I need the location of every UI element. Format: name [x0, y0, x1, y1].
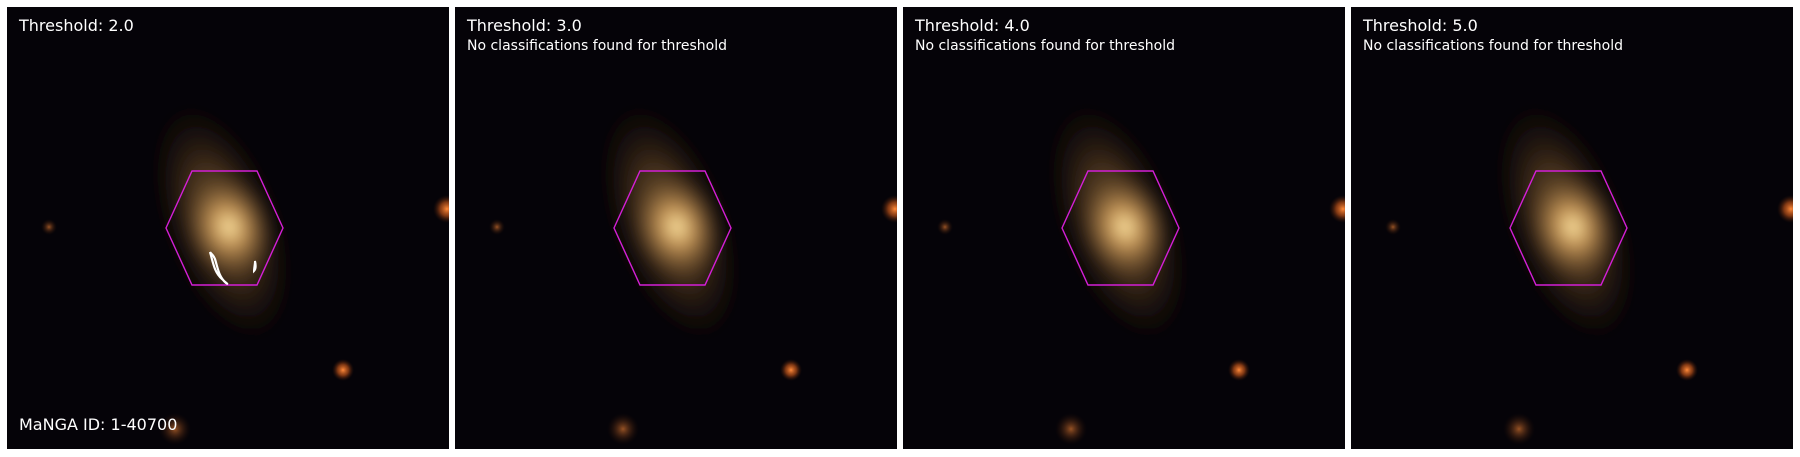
galaxy-image	[489, 98, 897, 445]
panel-threshold-2: Threshold: 2.0 MaNGA ID: 1-40700	[7, 7, 449, 449]
galaxy-image	[937, 98, 1345, 445]
panel-note: No classifications found for threshold	[467, 38, 727, 54]
star-right	[1329, 195, 1345, 223]
star-left-faint	[1385, 219, 1401, 235]
star-lower	[1676, 359, 1698, 381]
hexagon-ifu-footprint	[1509, 170, 1628, 286]
star-lower	[332, 359, 354, 381]
star-bottom	[1503, 413, 1535, 445]
panel-threshold-5: Threshold: 5.0 No classifications found …	[1351, 7, 1793, 449]
panel-note: No classifications found for threshold	[1363, 38, 1623, 54]
panel-threshold-3: Threshold: 3.0 No classifications found …	[455, 7, 897, 449]
star-bottom	[607, 413, 639, 445]
panel-threshold-4: Threshold: 4.0 No classifications found …	[903, 7, 1345, 449]
galaxy-image	[1385, 98, 1793, 445]
panel-title: Threshold: 5.0	[1363, 16, 1478, 35]
star-left-faint	[937, 219, 953, 235]
classification-contour	[208, 251, 229, 285]
panel-title: Threshold: 3.0	[467, 16, 582, 35]
star-bottom	[159, 413, 191, 445]
star-lower	[780, 359, 802, 381]
star-lower	[1228, 359, 1250, 381]
panel-title: Threshold: 4.0	[915, 16, 1030, 35]
galaxy-image	[41, 98, 449, 445]
panel-title: Threshold: 2.0	[19, 16, 134, 35]
star-bottom	[1055, 413, 1087, 445]
star-right	[433, 195, 449, 223]
star-left-faint	[489, 219, 505, 235]
hexagon-ifu-footprint	[1061, 170, 1180, 286]
hexagon-ifu-footprint	[165, 170, 284, 286]
star-right	[881, 195, 897, 223]
hexagon-ifu-footprint	[613, 170, 732, 286]
classification-contour-small	[252, 260, 257, 274]
manga-id-label: MaNGA ID: 1-40700	[19, 415, 178, 434]
panel-note: No classifications found for threshold	[915, 38, 1175, 54]
star-left-faint	[41, 219, 57, 235]
star-right	[1777, 195, 1793, 223]
